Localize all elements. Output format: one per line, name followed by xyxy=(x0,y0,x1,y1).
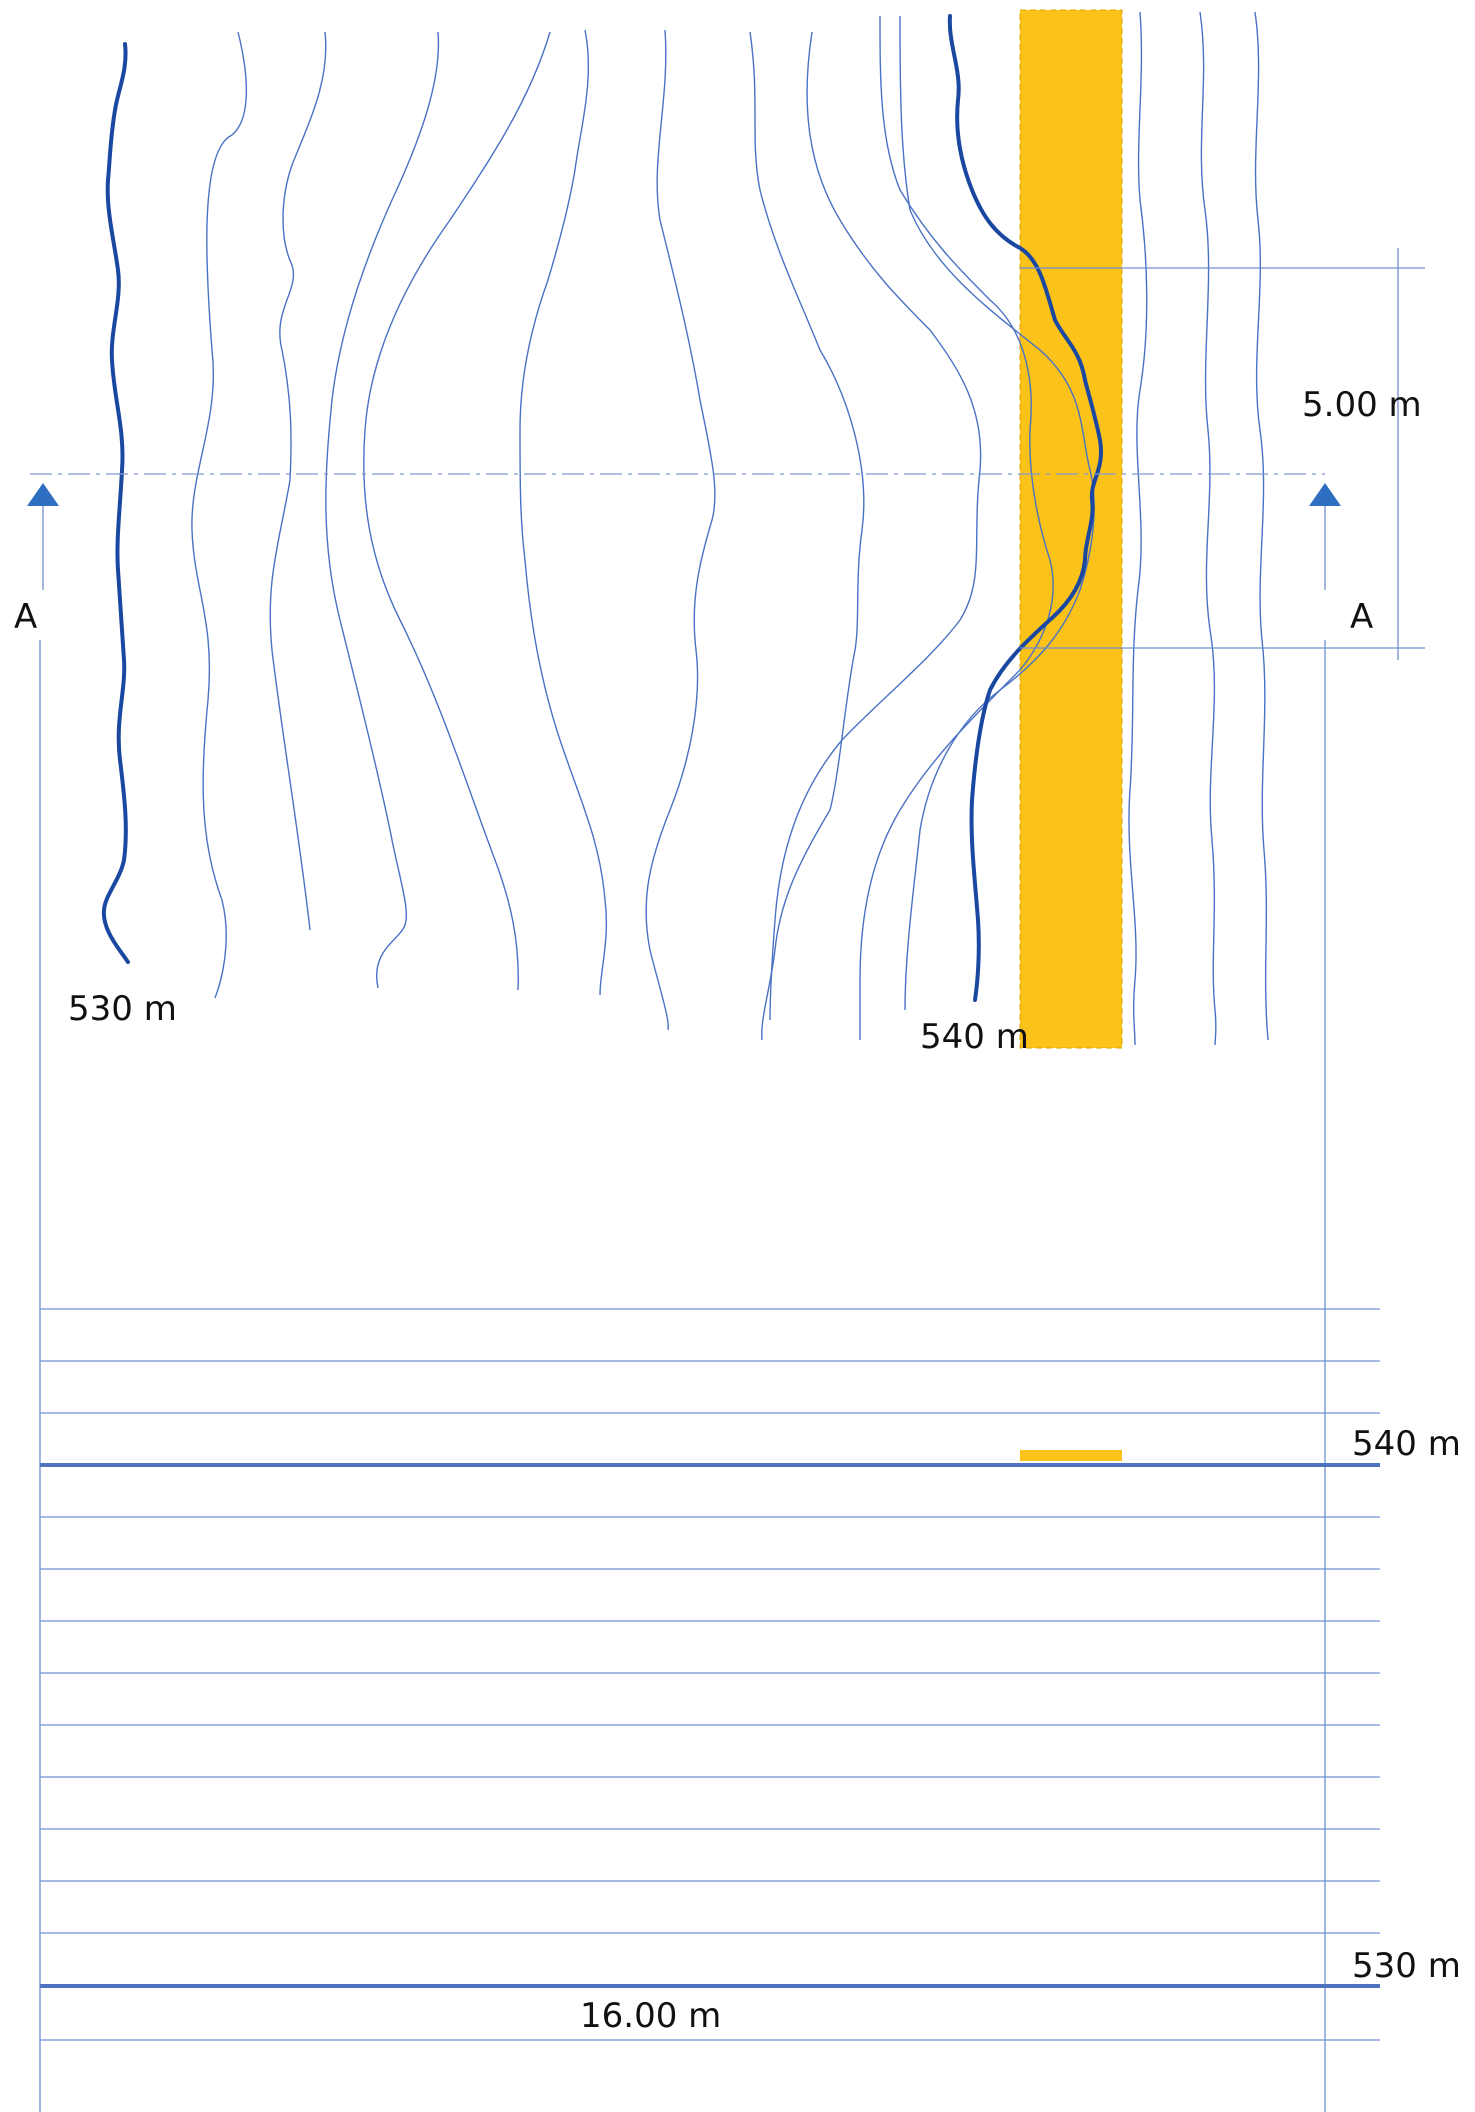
plan-view: 5.00 m 530 m 540 m xyxy=(68,9,1425,1057)
section-marker-left-label: A xyxy=(14,597,37,637)
contour-line xyxy=(859,15,1054,1040)
contour-line xyxy=(519,29,608,996)
level-label-530: 530 m xyxy=(1352,1946,1461,1986)
path-strip-section xyxy=(1020,1450,1122,1461)
contour-line xyxy=(269,31,327,931)
contour-line xyxy=(363,31,551,991)
index-contour-540 xyxy=(947,14,1103,1002)
contour-line xyxy=(645,29,716,1031)
contour-line xyxy=(769,31,982,1021)
width-dimension: 5.00 m xyxy=(1020,248,1425,660)
section-marker-right-label: A xyxy=(1350,597,1373,637)
index-contour-530 xyxy=(101,42,130,964)
contour-line xyxy=(1199,11,1217,1046)
section-cut-line: A A xyxy=(14,473,1373,637)
width-dimension-label: 5.00 m xyxy=(1302,385,1422,425)
level-lines xyxy=(40,1308,1380,2041)
contour-label-540: 540 m xyxy=(920,1017,1029,1057)
contour-label-530: 530 m xyxy=(68,989,177,1029)
path-strip-plan xyxy=(1019,9,1123,1049)
contour-lines-thin xyxy=(191,11,1269,1046)
section-arrow-right-icon xyxy=(1309,483,1341,506)
contour-line xyxy=(325,31,440,989)
contour-line xyxy=(1128,11,1148,1046)
section-arrow-left-icon xyxy=(27,483,59,506)
index-contours xyxy=(101,14,1103,1002)
contour-line xyxy=(191,31,248,999)
contour-line xyxy=(899,15,1095,1011)
level-label-540: 540 m xyxy=(1352,1424,1461,1464)
contour-line xyxy=(749,31,865,1041)
length-dimension-label: 16.00 m xyxy=(580,1996,721,2036)
contour-line xyxy=(1254,11,1269,1041)
section-view: 540 m 530 m 16.00 m xyxy=(39,640,1461,2112)
